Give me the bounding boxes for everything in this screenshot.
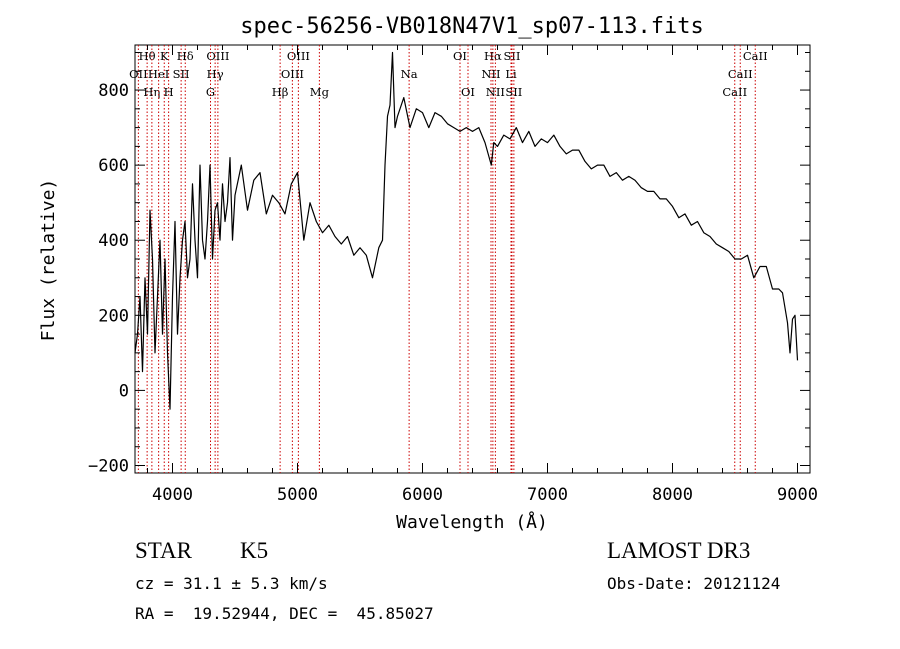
spectral-line-label: Na: [401, 67, 418, 81]
object-subclass: K5: [240, 538, 269, 563]
x-tick-label: 4000: [152, 485, 193, 505]
spectral-line-markers: Hθ OII Hη K HeI SII H Hδ OIII Hγ G Hβ OIII OIII Mg Na OI…: [129, 45, 768, 473]
spectral-line-label: H: [164, 85, 174, 99]
spectral-line-label: OI: [453, 49, 467, 63]
x-axis: 4000 5000 6000 7000 8000 9000: [147, 45, 818, 505]
object-class: STAR: [135, 538, 192, 563]
observation-date: Obs-Date: 20121124: [607, 574, 781, 593]
chart-title: spec-56256-VB018N47V1_sp07-113.fits: [240, 14, 704, 39]
y-tick-label: 800: [98, 81, 129, 101]
spectral-line-label: CaII: [743, 49, 768, 63]
x-tick-label: 6000: [402, 485, 443, 505]
y-tick-label: 600: [98, 156, 129, 176]
spectral-line-label: Mg: [310, 85, 330, 99]
spectral-line-label: OIII: [287, 49, 310, 63]
plot-frame: [134, 44, 811, 474]
plot-border: [134, 44, 811, 474]
spectral-line-label: OIII: [281, 67, 304, 81]
x-tick-label: 7000: [527, 485, 568, 505]
x-tick-label: 5000: [277, 485, 318, 505]
spectral-line-label: Hη: [143, 85, 160, 99]
spectral-line-label: OIII: [206, 49, 229, 63]
x-tick-label: 9000: [777, 485, 818, 505]
spectral-line-label: Hδ: [177, 49, 194, 63]
y-tick-label: −200: [88, 456, 129, 476]
spectral-line-label: Hγ: [207, 67, 224, 81]
spectral-line-label: CaII: [722, 85, 747, 99]
y-tick-label: 0: [119, 381, 129, 401]
spectral-line-label: Li: [505, 67, 517, 81]
x-tick-label: 8000: [652, 485, 693, 505]
spectral-line-label: OI: [461, 85, 475, 99]
spectral-line-label: SII: [173, 67, 190, 81]
survey-name: LAMOST DR3: [607, 538, 751, 563]
coordinates-readout: RA = 19.52944, DEC = 45.85027: [135, 604, 434, 623]
spectral-line-label: G: [206, 85, 215, 99]
y-axis: −200 0 200 400 600 800: [88, 52, 810, 476]
spectral-line-label: NII: [486, 85, 505, 99]
spectral-line-label: HeI: [148, 67, 169, 81]
x-axis-label: Wavelength (Å): [396, 511, 548, 533]
y-tick-label: 400: [98, 231, 129, 251]
spectrum-series: [134, 51, 799, 410]
y-axis-label: Flux (relative): [38, 179, 59, 342]
spectral-line-label: Hβ: [272, 85, 289, 99]
spectral-line-label: K: [160, 49, 169, 63]
spectral-line-label: Hθ: [139, 49, 156, 63]
spectral-line-label: OII: [129, 67, 148, 81]
spectral-line-label: Hα: [484, 49, 502, 63]
redshift-readout: cz = 31.1 ± 5.3 km/s: [135, 574, 328, 593]
spectrum-line: [134, 51, 799, 410]
y-tick-label: 200: [98, 306, 129, 326]
spectral-line-label: SII: [504, 49, 521, 63]
spectral-line-label: SII: [505, 85, 522, 99]
spectral-line-label: NII: [481, 67, 500, 81]
spectral-line-label: CaII: [728, 67, 753, 81]
